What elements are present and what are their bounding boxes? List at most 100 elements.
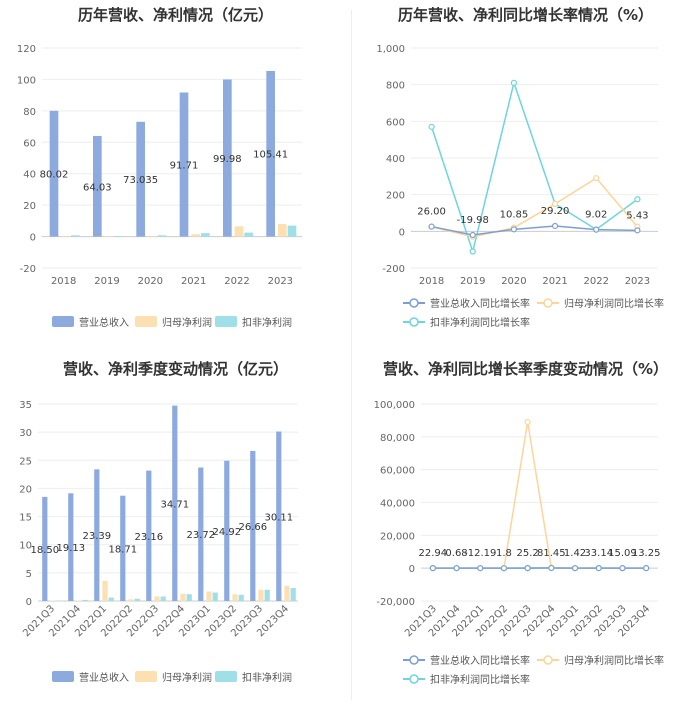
y-tick-label: -20,000 <box>376 597 415 608</box>
x-tick-label: 2019 <box>94 276 119 287</box>
bar <box>206 591 212 601</box>
y-tick-label: 600 <box>386 117 405 128</box>
series-line <box>431 177 638 238</box>
data-point <box>510 79 518 86</box>
y-tick-label: 5 <box>26 569 32 580</box>
legend-label: 营业总收入 <box>79 671 129 684</box>
data-label: 23.72 <box>186 530 215 541</box>
legend-swatch <box>135 671 157 682</box>
bar <box>136 121 145 237</box>
data-point <box>428 123 435 130</box>
data-label: 0.68 <box>445 548 467 559</box>
bar <box>68 493 74 601</box>
data-label: 81.45 <box>537 548 566 559</box>
legend-label: 归母净利润 <box>162 671 212 684</box>
legend-label: 营业总收入同比增长率 <box>430 654 530 667</box>
quarterly-growth-chart: -20,000 0 20,000 40,000 60,000 80,000 100,000 2… <box>374 400 664 686</box>
bar <box>102 580 108 601</box>
quarterly-revenue-profit-panel: 营收、净利季度变动情况（亿元） 0 5 10 15 20 25 30 35 2021Q3 2021… <box>0 352 351 716</box>
bar <box>160 596 166 601</box>
bar <box>76 600 82 601</box>
data-point <box>428 223 435 230</box>
data-point <box>634 196 641 203</box>
y-tick-label: 80,000 <box>380 433 415 444</box>
y-tick-label: 1,000 <box>376 44 405 55</box>
bar <box>146 470 152 601</box>
data-label: 73.035 <box>123 175 158 186</box>
y-tick-label: 0 <box>399 227 405 238</box>
data-label: 1.8 <box>496 548 512 559</box>
data-label: 22.94 <box>419 548 448 559</box>
bar <box>104 236 114 237</box>
data-label: 30.11 <box>264 512 293 523</box>
y-tick-label: 60,000 <box>380 466 415 477</box>
data-label: 26.00 <box>417 207 446 218</box>
data-label: 15.09 <box>608 548 637 559</box>
x-tick-label: 2021 <box>181 276 206 287</box>
bar <box>284 585 290 601</box>
data-point <box>595 565 602 572</box>
y-tick-label: 100,000 <box>374 400 415 411</box>
bar <box>172 405 178 601</box>
data-point <box>551 222 559 230</box>
legend-swatch <box>215 316 237 327</box>
bar <box>148 236 157 237</box>
y-tick-label: 20,000 <box>380 531 415 542</box>
bar <box>93 135 102 237</box>
data-label: -19.98 <box>457 215 489 226</box>
series-line <box>430 80 638 255</box>
quarterly-growth-panel: 营收、净利同比增长率季度变动情况（%） -20,000 0 20,000 40,000… <box>351 352 700 716</box>
legend-swatch <box>135 316 157 327</box>
y-tick-label: 35 <box>19 400 32 411</box>
bar <box>234 226 244 237</box>
data-label: 34.71 <box>160 499 189 510</box>
bar <box>201 233 210 237</box>
y-tick-label: -20 <box>20 264 36 275</box>
legend-marker <box>543 298 553 308</box>
y-tick-label: 120 <box>17 44 36 55</box>
data-label: 26.66 <box>238 522 267 533</box>
data-point <box>593 175 600 182</box>
bar <box>82 599 88 601</box>
chart-title: 营收、净利季度变动情况（亿元） <box>62 360 288 378</box>
x-tick-label: 2023 <box>268 276 293 287</box>
data-label: 91.71 <box>170 161 199 172</box>
bar <box>290 588 296 601</box>
series-line <box>432 421 647 569</box>
bar <box>71 235 80 237</box>
data-point <box>469 231 476 239</box>
bar <box>258 589 264 601</box>
y-tick-label: 0 <box>30 233 36 244</box>
bar <box>134 598 140 601</box>
chart-title: 历年营收、净利同比增长率情况（%） <box>397 6 654 24</box>
data-label: 29.20 <box>541 206 570 217</box>
quarterly-revenue-profit-chart: 051015202530352021Q32021Q42022Q12022Q220… <box>19 400 298 684</box>
data-point <box>619 565 626 572</box>
data-label: -12.19 <box>464 548 496 559</box>
legend-marker <box>409 655 419 665</box>
annual-growth-chart: -200 0 200 400 600 800 1,000 2018 2019 2020 2021 20… <box>376 44 664 329</box>
y-tick-label: 15 <box>19 513 32 524</box>
chart-title: 营收、净利同比增长率季度变动情况（%） <box>382 360 669 378</box>
y-tick-label: 200 <box>386 191 405 202</box>
y-tick-label: 0 <box>26 597 32 608</box>
y-tick-label: 80 <box>23 107 36 118</box>
x-tick-label: 2019 <box>460 276 485 287</box>
data-label: 80.02 <box>40 170 69 181</box>
bar <box>179 92 189 237</box>
y-tick-label: 800 <box>386 81 405 92</box>
bar <box>61 236 70 237</box>
bar <box>108 597 114 601</box>
y-tick-label: -200 <box>382 264 405 275</box>
bar <box>42 496 48 601</box>
data-label: 5.43 <box>626 210 648 221</box>
legend-swatch <box>215 671 237 682</box>
legend-label: 营业总收入同比增长率 <box>430 297 530 310</box>
legend-label: 扣非净利润同比增长率 <box>430 316 530 329</box>
data-point <box>500 565 508 572</box>
y-tick-label: 40 <box>23 170 36 181</box>
bar <box>278 224 287 237</box>
chart-title: 历年营收、净利情况（亿元） <box>77 6 273 24</box>
legend-label: 归母净利润同比增长率 <box>564 297 664 310</box>
data-point <box>477 565 484 572</box>
